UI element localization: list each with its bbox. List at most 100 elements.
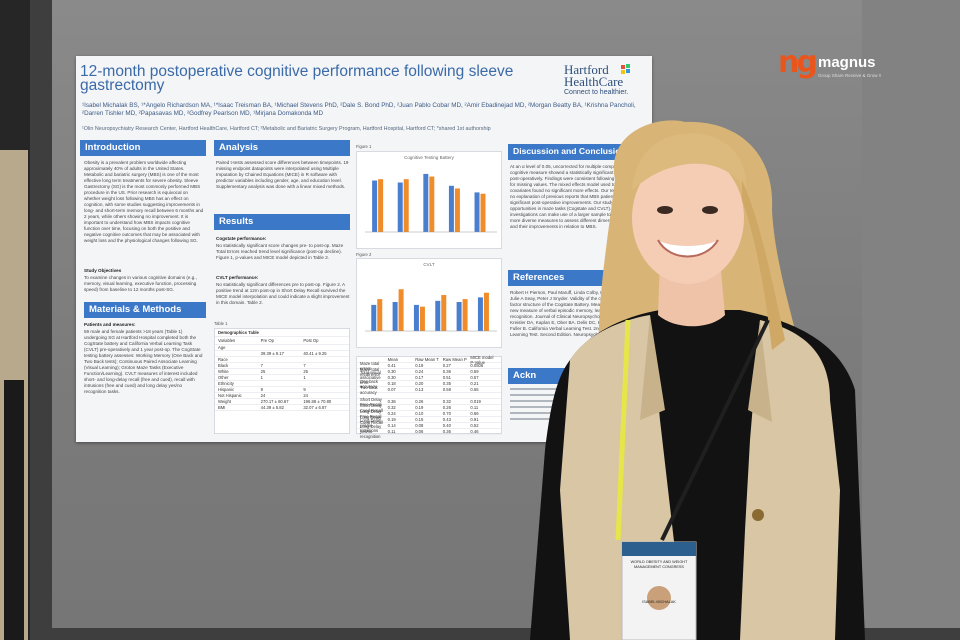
t2-row: Short Delay Cued Recall 0.32 0.19 0.26 0.11 [357,403,501,413]
t1-cell: 196.88 ± 70.80 [303,399,332,404]
t2-cell: Two back accuracy [360,384,378,395]
references-text: Robert H Pierson, Paul Maruff, Linda Col… [510,290,644,337]
t2-cell: 0.19 [415,363,424,368]
magnus-wordmark: magnus [818,54,876,71]
t2-cell: 0.24 [415,369,424,374]
figure-bar [413,304,419,331]
t1-cell: 1 [260,375,264,380]
t2-cell: 0.0506 [470,363,484,368]
figure1-bars [365,173,497,233]
t2-cell: 0.17 [415,375,424,380]
t2-cell: 0.19 [387,417,396,422]
t2-cell: 0.65 [470,387,479,392]
t2-cell: 0.24 [387,411,396,416]
t1-cell: Not Hispanic [218,393,242,398]
participants-label: Patients and measures: [84,322,136,327]
t1-row: Age [215,345,349,351]
t2-cell: 0.40 [442,423,451,428]
t2-cell: 0.58 [442,387,451,392]
poster-title: 12-month postoperative cognitive perform… [80,63,514,94]
results-cog-label: Cogstate performance: [216,236,267,241]
t2-cell: 0.36 [442,429,451,434]
table1-header-row: Variables Pre Op Post Op [215,337,349,345]
t1-row: Black 7 7 [215,363,349,369]
t2-cell: 0.14 [387,423,396,428]
figure-bar [456,302,462,331]
t1-row: 39.39 ± 9.17 40.41 ± 9.25 [215,351,349,357]
t2-cell: 0.06 [415,429,424,434]
t1-row: Ethnicity [215,381,349,387]
t2-cell: 0.91 [470,417,479,422]
t1-row: Hispanic 9 9 [215,387,349,393]
figure2-label: Figure 2 [356,252,372,257]
materials-header: Materials & Methods [84,302,206,318]
figure1-label: Figure 1 [356,144,372,149]
t1-cell: 32.07 ± 6.87 [303,405,327,410]
logo-spark-icon [621,64,630,74]
results-cvlt-text: No statistically significant differences… [216,282,350,305]
logo-line2: HealthCare [564,74,624,89]
figure-bar [419,306,425,331]
figure-bar [423,173,429,232]
presenter-person [530,120,865,640]
t2-cell: 0.43 [442,417,451,422]
figure1-chart: Cognitive Testing Battery [356,151,502,249]
t2-row: Long Delay Cued Recall 0.19 0.15 0.43 0.91 [357,415,501,425]
badge-text: WORLD OBESITY AND WEIGHT MANAGEMENT CONG… [626,560,692,605]
figure-bar [462,299,468,331]
t2-cell: Maze total errors [360,360,380,371]
t2-cell: 0.59 [470,369,479,374]
t2-cell: 0.21 [470,381,479,386]
figure-bar [474,192,480,232]
t1-cell: 9 [260,387,264,392]
table2-body: Mean Raw Mean T Raw Mean P MICE model P-Val… [357,354,501,439]
t2-cell: 0.019 [470,399,481,404]
t2-header-cell: MICE model P-Value [470,354,494,365]
t1-cell: 25 [303,369,309,374]
t2-header-cell: Raw Mean T [415,357,439,362]
figure-bar [398,289,404,331]
figure-bar [448,185,454,232]
t2-row: Long Delay yes/no recognition 0.11 0.06 0.3… [357,424,501,439]
figure-bar [372,180,378,232]
t2-cell: 0.11 [470,405,479,410]
methods-text: 59 male and female patients >18 years (T… [84,329,203,394]
analysis-text: Paired t-tests assessed score difference… [216,160,349,189]
figure-bar [483,292,489,331]
logo-tagline: Connect to healthier. [564,89,629,96]
intro-header: Introduction [80,140,206,156]
t2-cell: 0.20 [415,381,424,386]
figure-bar [454,188,460,232]
t1-cell: 7 [260,363,264,368]
t2-cell: Long Delay Free Recall [360,408,382,419]
t2-row: Total visual associative error 0.30 0.17 0.… [357,370,501,385]
t2-cell: 0.52 [470,423,479,428]
figure-bar [371,304,377,331]
research-poster: 12-month postoperative cognitive perform… [76,56,652,442]
t2-cell: 0.66 [470,411,479,416]
table1-title-row: Demographics Table [215,329,349,337]
t1-cell: 44.39 ± 5.82 [260,405,284,410]
t1-cell: Hispanic [218,387,235,392]
t1-row: Not Hispanic 24 24 [215,393,349,399]
t2-cell: 0.08 [415,423,424,428]
t1-row: Race [215,357,349,363]
figure2-title: CVLT [423,262,435,267]
t2-cell: 0.19 [415,405,424,410]
t2-cell: 0.32 [387,405,396,410]
t1-row: White 25 25 [215,369,349,375]
t2-row: One back accuracy 0.18 0.20 0.35 0.21 [357,379,501,389]
t2-cell: 0.07 [387,387,396,392]
figure-bar [403,179,409,232]
badge-line1: WORLD OBESITY AND WEIGHT [630,560,688,564]
t2-cell: 0.41 [387,363,396,368]
left-wall [0,0,30,640]
magnus-mark: ng [778,45,818,80]
board-right-panel [862,0,960,628]
t1-cell: BMI [218,405,226,410]
t2-cell: 0.27 [442,363,451,368]
figure-bar [392,302,398,331]
t1-row: Weight 270.17 ± 60.67 196.88 ± 70.80 [215,399,349,405]
t2-cell: 0.11 [387,429,396,434]
logo-line1: Hartford [564,62,609,77]
